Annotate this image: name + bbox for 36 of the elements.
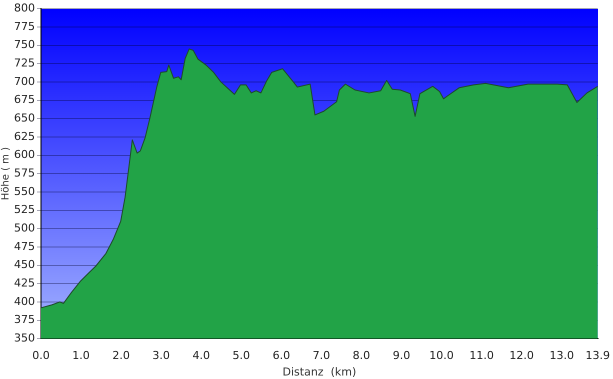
x-tick-label: 7.0 [312,349,330,362]
y-tick-label: 575 [14,166,35,180]
x-tick-label: 6.0 [272,349,290,362]
y-tick-label: 350 [14,331,35,344]
y-tick-label: 775 [14,20,35,33]
y-tick-label: 475 [14,240,35,253]
y-tick-label: 625 [14,130,35,143]
x-tick-label: 9.0 [392,349,410,362]
x-axis-title: Distanz (km) [282,365,356,378]
y-tick-label: 500 [14,221,35,234]
y-tick-label: 550 [14,184,35,198]
y-tick-label: 800 [14,1,35,14]
y-tick-label: 450 [14,258,35,272]
y-tick-label: 750 [14,38,35,52]
y-axis-title: Höhe ( m ) [0,146,12,200]
y-tick-label: 525 [14,203,35,216]
y-tick-label: 425 [14,276,35,290]
x-tick-label: 13.0 [549,349,574,362]
y-tick-label: 650 [14,111,35,124]
x-tick-label: 1.0 [72,349,90,362]
y-tick-label: 675 [14,93,35,106]
x-tick-label: 2.0 [112,349,130,362]
x-tick-label: 11.0 [469,349,494,362]
x-tick-label: 10.0 [429,349,454,362]
x-tick-label: 13.9 [586,349,610,362]
y-tick-label: 725 [14,56,35,70]
y-tick-label: 400 [14,294,35,308]
y-tick-label: 375 [14,313,35,326]
x-tick-label: 5.0 [232,349,250,362]
y-tick-label: 600 [14,148,35,162]
x-tick-label: 4.0 [192,349,210,362]
y-tick-label: 700 [14,74,35,88]
x-tick-label: 0.0 [32,349,50,362]
x-tick-label: 12.0 [509,349,534,362]
x-tick-label: 3.0 [152,349,170,362]
x-tick-label: 8.0 [352,349,370,362]
